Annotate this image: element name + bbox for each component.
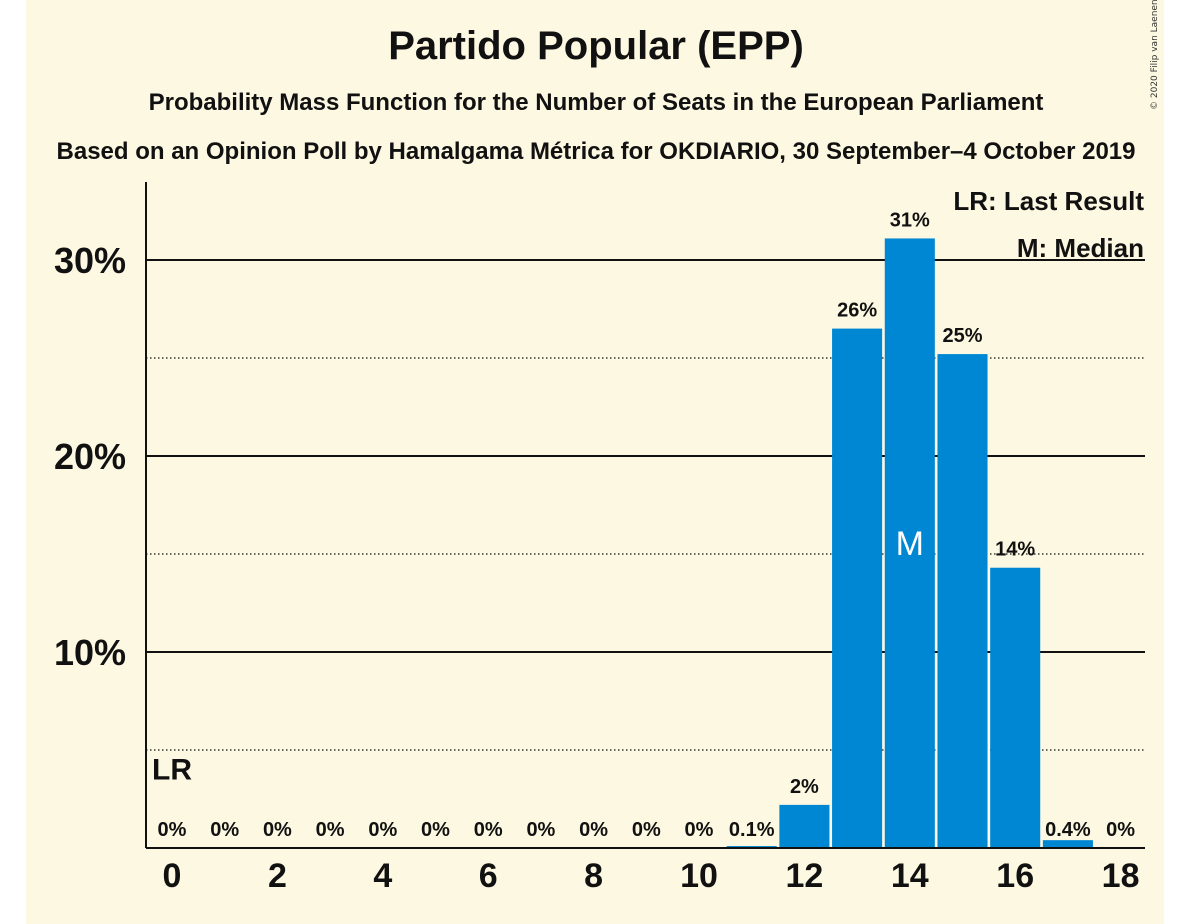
- x-tick-label: 14: [891, 857, 929, 895]
- bar: [937, 354, 988, 848]
- x-tick-label: 6: [479, 857, 498, 895]
- data-label: 25%: [942, 325, 982, 347]
- data-label: 0%: [368, 819, 397, 841]
- bar: [884, 238, 935, 848]
- x-tick-label: 12: [785, 857, 823, 895]
- chart-title: Partido Popular (EPP): [388, 24, 804, 68]
- x-tick-label: 2: [268, 857, 287, 895]
- legend-last-result: LR: Last Result: [953, 186, 1144, 216]
- data-label: 0%: [210, 819, 239, 841]
- data-label: 2%: [790, 776, 819, 798]
- bar: [990, 567, 1041, 848]
- x-tick-label: 18: [1102, 857, 1140, 895]
- data-label: 0%: [474, 819, 503, 841]
- chart-subtitle: Probability Mass Function for the Number…: [148, 89, 1044, 116]
- bar: [1042, 840, 1093, 848]
- chart-source: Based on an Opinion Poll by Hamalgama Mé…: [56, 138, 1136, 165]
- legend-median: M: Median: [1017, 233, 1144, 263]
- data-label: 0%: [263, 819, 292, 841]
- data-label: 0%: [1106, 819, 1135, 841]
- data-label: 0%: [158, 819, 187, 841]
- last-result-marker: LR: [152, 753, 192, 786]
- x-tick-label: 0: [163, 857, 182, 895]
- data-label: 0%: [632, 819, 661, 841]
- y-tick-label: 10%: [54, 632, 126, 673]
- data-label: 0%: [526, 819, 555, 841]
- data-label: 31%: [890, 209, 930, 231]
- data-label: 0.4%: [1045, 819, 1091, 841]
- data-label: 0%: [579, 819, 608, 841]
- y-tick-label: 30%: [54, 240, 126, 281]
- data-label: 0%: [421, 819, 450, 841]
- x-tick-label: 16: [996, 857, 1034, 895]
- bar: [832, 328, 883, 849]
- x-tick-label: 4: [373, 857, 392, 895]
- data-label: 14%: [995, 539, 1035, 561]
- bar: [779, 804, 830, 848]
- data-label: 26%: [837, 300, 877, 322]
- data-label: 0%: [685, 819, 714, 841]
- y-tick-label: 20%: [54, 436, 126, 477]
- x-tick-label: 8: [584, 857, 603, 895]
- x-tick-label: 10: [680, 857, 718, 895]
- median-marker: M: [896, 525, 924, 563]
- data-label: 0%: [316, 819, 345, 841]
- data-label: 0.1%: [729, 819, 775, 841]
